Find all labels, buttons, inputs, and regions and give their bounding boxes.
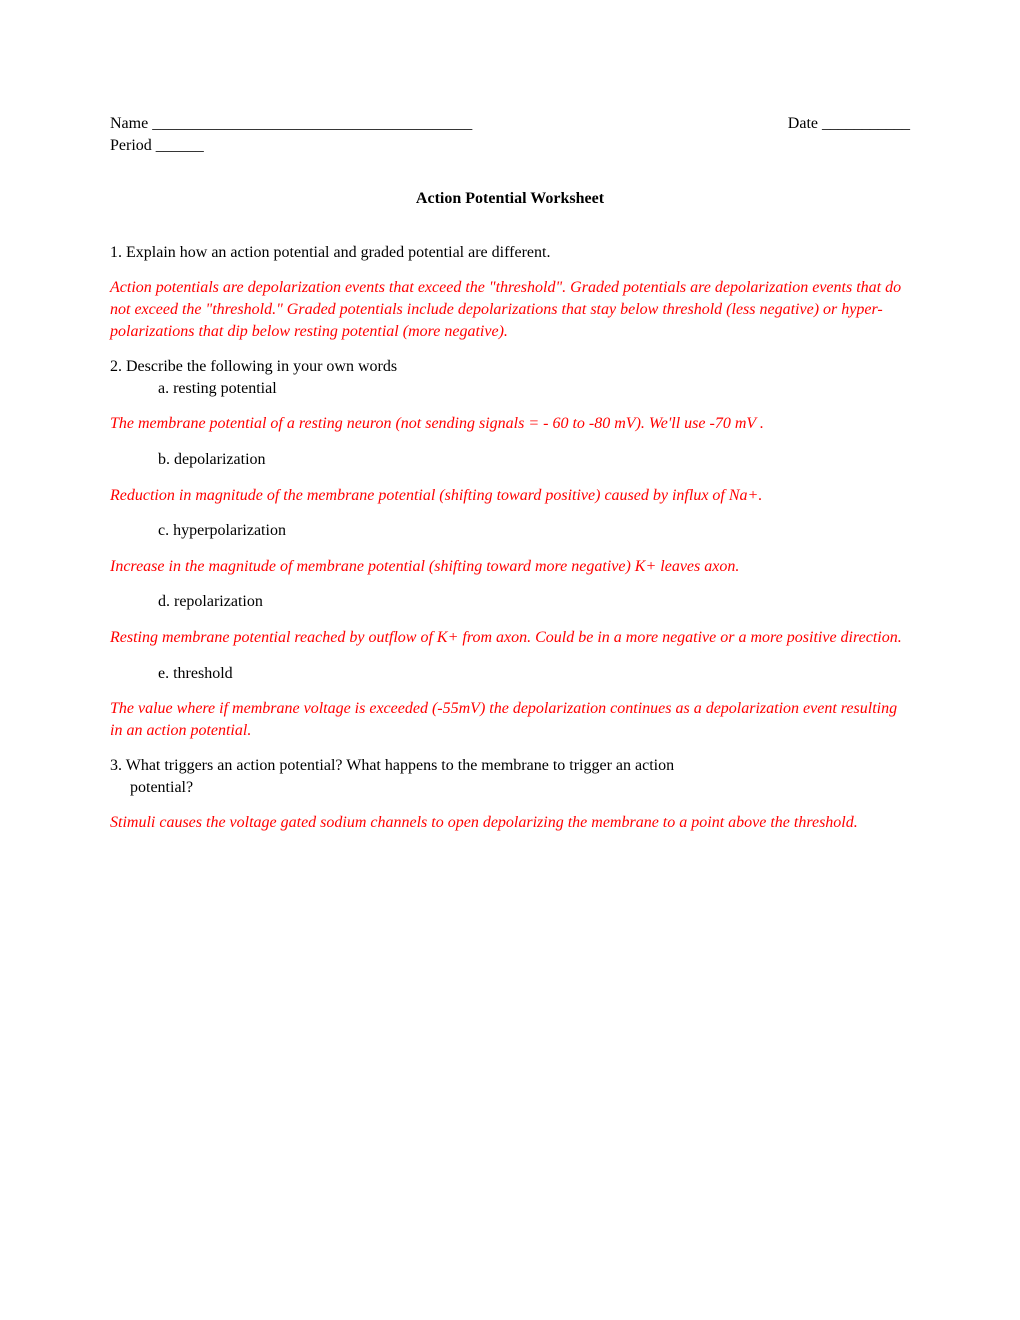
answer-3: Stimuli causes the voltage gated sodium … [110,812,910,834]
answer-2b: Reduction in magnitude of the membrane p… [110,485,910,507]
answer-2a: The membrane potential of a resting neur… [110,413,910,435]
name-field-label: Name ___________________________________… [110,113,472,135]
answer-2e: The value where if membrane voltage is e… [110,698,910,741]
period-field-label: Period ______ [110,135,910,157]
date-field-label: Date ___________ [788,113,910,135]
header-name-date-row: Name ___________________________________… [110,113,910,135]
answer-1: Action potentials are depolarization eve… [110,277,910,342]
worksheet-title: Action Potential Worksheet [110,188,910,210]
question-2-intro: 2. Describe the following in your own wo… [110,356,910,378]
question-2c-label: c. hyperpolarization [110,520,910,542]
question-2e-label: e. threshold [110,663,910,685]
question-3-line2: potential? [110,777,910,799]
question-3-line1: 3. What triggers an action potential? Wh… [110,755,910,777]
answer-2d: Resting membrane potential reached by ou… [110,627,910,649]
question-1: 1. Explain how an action potential and g… [110,242,910,264]
answer-2c: Increase in the magnitude of membrane po… [110,556,910,578]
question-2a-label: a. resting potential [110,378,910,400]
question-2d-label: d. repolarization [110,591,910,613]
question-2b-label: b. depolarization [110,449,910,471]
